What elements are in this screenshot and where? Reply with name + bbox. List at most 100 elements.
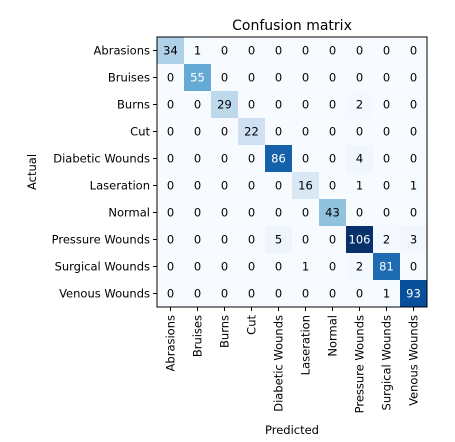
heatmap-cell — [373, 253, 400, 280]
cell-value-label: 0 — [329, 260, 336, 274]
heatmap-cell — [184, 91, 211, 118]
cell-value-label: 2 — [356, 98, 363, 112]
heatmap-cell — [238, 280, 265, 307]
cell-value-label: 0 — [410, 152, 417, 166]
heatmap-cell — [238, 199, 265, 226]
cell-value-label: 0 — [383, 71, 390, 85]
heatmap-cell — [319, 64, 346, 91]
heatmap-cell — [319, 172, 346, 199]
cell-value-label: 106 — [349, 233, 371, 247]
cell-value-label: 22 — [244, 125, 259, 139]
cell-value-label: 0 — [167, 179, 174, 193]
heatmap-cell — [292, 145, 319, 172]
cell-value-label: 0 — [302, 98, 309, 112]
heatmap-cell — [265, 37, 292, 64]
cell-value-label: 0 — [410, 44, 417, 58]
cell-value-label: 93 — [406, 287, 421, 301]
heatmap-cell — [265, 64, 292, 91]
heatmap-cell — [319, 118, 346, 145]
y-tick-label: Surgical Wounds — [55, 260, 150, 274]
cell-value-label: 0 — [221, 152, 228, 166]
heatmap-cell — [319, 91, 346, 118]
heatmap-cell — [400, 37, 427, 64]
x-tick-label: Laseration — [299, 315, 313, 375]
heatmap-cell — [238, 118, 265, 145]
heatmap-cell — [292, 91, 319, 118]
cell-value-label: 2 — [356, 260, 363, 274]
cell-value-label: 0 — [167, 260, 174, 274]
heatmap-cell — [346, 118, 373, 145]
heatmap-cell — [400, 199, 427, 226]
heatmap-cell — [400, 145, 427, 172]
heatmap-cell — [373, 226, 400, 253]
cell-value-label: 3 — [410, 233, 417, 247]
heatmap-cell — [265, 145, 292, 172]
heatmap-cell — [346, 64, 373, 91]
heatmap-cell — [346, 199, 373, 226]
heatmap-cell — [238, 172, 265, 199]
y-tick-label: Laseration — [90, 179, 150, 193]
cell-value-label: 0 — [329, 179, 336, 193]
y-tick-label: Venous Wounds — [59, 287, 150, 301]
cell-value-label: 34 — [163, 44, 178, 58]
heatmap-cell — [346, 253, 373, 280]
heatmap-cell — [157, 64, 184, 91]
heatmap-cell — [400, 280, 427, 307]
cell-value-label: 0 — [383, 179, 390, 193]
cell-value-label: 0 — [356, 44, 363, 58]
heatmap-cell — [400, 253, 427, 280]
heatmap-cell — [238, 145, 265, 172]
heatmap-cell — [373, 37, 400, 64]
cell-value-label: 0 — [248, 44, 255, 58]
cell-value-label: 0 — [221, 206, 228, 220]
cell-value-label: 0 — [248, 98, 255, 112]
heatmap-cell — [238, 91, 265, 118]
heatmap-cell — [373, 145, 400, 172]
cell-value-label: 0 — [302, 44, 309, 58]
cell-value-label: 0 — [302, 71, 309, 85]
x-tick-label: Bruises — [191, 315, 205, 357]
heatmap-cell — [211, 145, 238, 172]
cell-value-label: 0 — [275, 71, 282, 85]
cell-value-label: 0 — [167, 125, 174, 139]
cell-value-label: 0 — [383, 98, 390, 112]
y-tick-label: Cut — [130, 125, 150, 139]
heatmap-cell — [292, 37, 319, 64]
cell-value-label: 43 — [325, 206, 340, 220]
cell-value-label: 1 — [356, 179, 363, 193]
heatmap-cell — [346, 91, 373, 118]
heatmap-cell — [292, 253, 319, 280]
heatmap-cell — [157, 145, 184, 172]
cell-value-label: 0 — [221, 125, 228, 139]
cell-value-label: 0 — [356, 71, 363, 85]
heatmap-cell — [265, 280, 292, 307]
cell-value-label: 0 — [221, 44, 228, 58]
cell-value-label: 1 — [194, 44, 201, 58]
heatmap-cell — [373, 199, 400, 226]
cell-value-label: 0 — [329, 44, 336, 58]
heatmap-cell — [373, 280, 400, 307]
cell-value-label: 0 — [167, 152, 174, 166]
heatmap-cell — [265, 199, 292, 226]
cell-value-label: 0 — [329, 233, 336, 247]
heatmap-cell — [319, 226, 346, 253]
heatmap-cell — [157, 280, 184, 307]
cell-value-label: 86 — [271, 152, 286, 166]
heatmap-cell — [238, 37, 265, 64]
heatmap-cell — [292, 280, 319, 307]
cell-value-label: 0 — [167, 233, 174, 247]
y-tick-label: Bruises — [108, 71, 150, 85]
heatmap-cell — [400, 64, 427, 91]
heatmap-cell — [211, 199, 238, 226]
heatmap-cell — [319, 37, 346, 64]
cell-value-label: 0 — [275, 179, 282, 193]
heatmap-cell — [346, 37, 373, 64]
heatmap-cell — [157, 172, 184, 199]
heatmap-cell — [157, 91, 184, 118]
y-tick-label: Burns — [117, 98, 150, 112]
heatmap-cells — [157, 37, 427, 307]
cell-value-label: 0 — [167, 71, 174, 85]
cell-value-label: 0 — [302, 152, 309, 166]
y-tick-label: Pressure Wounds — [52, 233, 150, 247]
cell-value-label: 29 — [217, 98, 232, 112]
